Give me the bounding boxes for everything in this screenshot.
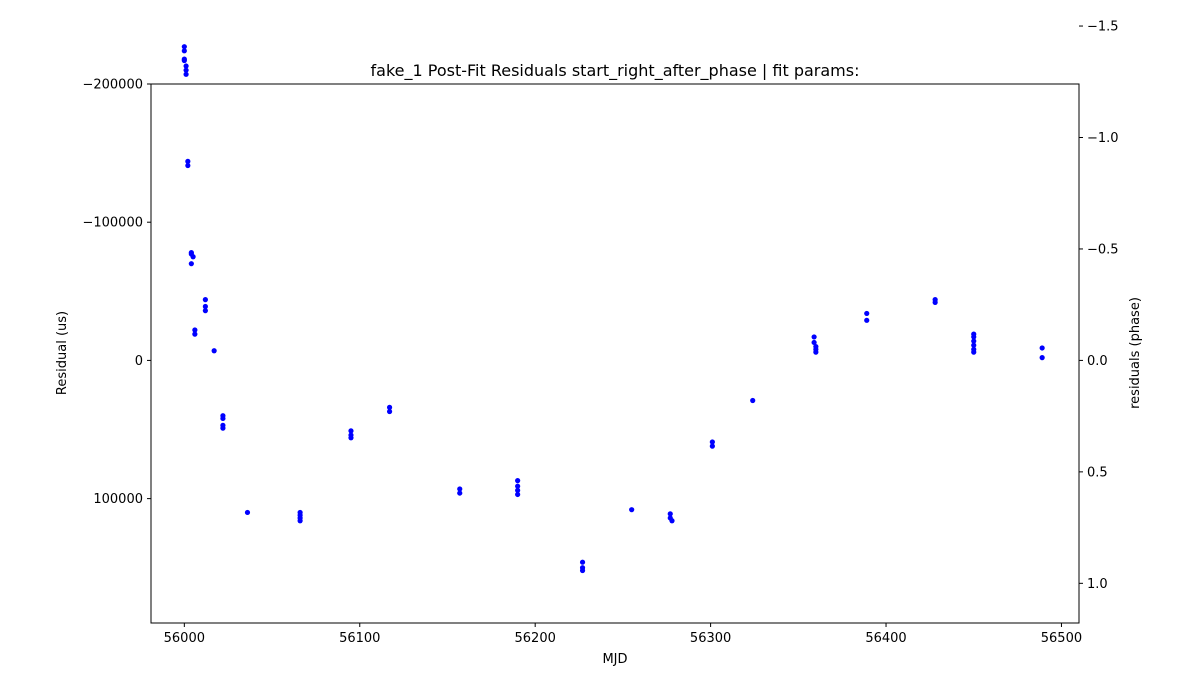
data-point [188, 261, 194, 267]
data-point [971, 338, 977, 344]
data-point [971, 349, 977, 355]
plot-frame [150, 83, 1080, 624]
data-point [709, 443, 715, 449]
chart-title: fake_1 Post-Fit Residuals start_right_af… [371, 61, 860, 81]
y-axis-ticks: −200000 −100000 0 100000 [82, 78, 151, 507]
data-point [181, 48, 187, 54]
data-point [515, 491, 521, 498]
data-point [515, 483, 521, 489]
data-point [457, 490, 463, 496]
right-y-tick-label: −0.5 [1087, 242, 1119, 257]
data-point [181, 44, 187, 50]
data-point [220, 425, 226, 431]
data-point [202, 308, 208, 314]
data-point [579, 567, 586, 574]
data-point [864, 310, 870, 317]
right-y-tick-label: 1.0 [1087, 577, 1108, 592]
data-point [348, 435, 354, 441]
data-point [348, 428, 354, 434]
data-point [190, 254, 196, 260]
data-point [667, 511, 673, 517]
data-point [185, 158, 191, 164]
data-point [515, 487, 521, 493]
y-axis-label: Residual (us) [55, 311, 70, 395]
data-point [971, 334, 977, 340]
data-point [971, 342, 977, 348]
data-point [579, 559, 586, 565]
x-tick-label: 56300 [690, 631, 731, 646]
y-tick-label: 0 [135, 354, 143, 369]
right-y-tick-label: 0.0 [1087, 354, 1108, 369]
data-point [629, 507, 635, 513]
data-point [181, 57, 187, 64]
y-tick-label: 100000 [93, 492, 143, 507]
x-axis-label: MJD [602, 652, 627, 667]
data-point [211, 348, 217, 354]
data-point [457, 486, 463, 492]
right-y-tick-label: −1.5 [1087, 20, 1119, 35]
data-point [750, 397, 756, 404]
data-point [1039, 345, 1045, 351]
data-point [192, 331, 198, 337]
data-point [386, 404, 393, 410]
x-axis-ticks: 56000 56100 56200 56300 56400 56500 [164, 623, 1082, 646]
data-point [709, 439, 715, 445]
x-tick-label: 56400 [865, 631, 906, 646]
data-points-layer [181, 44, 1045, 574]
data-point [386, 408, 393, 415]
right-y-axis-ticks: −1.5 −1.0 −0.5 0.0 0.5 1.0 [1079, 20, 1119, 592]
data-point [515, 478, 521, 484]
data-point [183, 67, 189, 73]
data-point [183, 63, 189, 69]
data-point [244, 509, 251, 516]
data-point [811, 339, 817, 346]
right-y-axis-label: residuals (phase) [1128, 297, 1143, 409]
data-point [864, 317, 870, 323]
right-y-tick-label: −1.0 [1087, 131, 1119, 146]
x-tick-label: 56200 [515, 631, 556, 646]
data-point [183, 71, 189, 77]
data-point [669, 518, 675, 524]
data-point [202, 303, 208, 310]
data-point [1039, 355, 1045, 361]
data-point [811, 334, 817, 340]
data-point [932, 299, 938, 305]
data-point [220, 415, 226, 422]
x-tick-label: 56100 [339, 631, 380, 646]
x-tick-label: 56000 [164, 631, 205, 646]
data-point [185, 162, 191, 169]
data-point [813, 349, 819, 355]
right-y-tick-label: 0.5 [1087, 465, 1108, 480]
x-tick-label: 56500 [1041, 631, 1082, 646]
y-tick-label: −100000 [82, 216, 143, 231]
data-point [192, 327, 198, 333]
data-point [297, 518, 303, 524]
y-tick-label: −200000 [82, 78, 143, 93]
data-point [202, 297, 208, 303]
